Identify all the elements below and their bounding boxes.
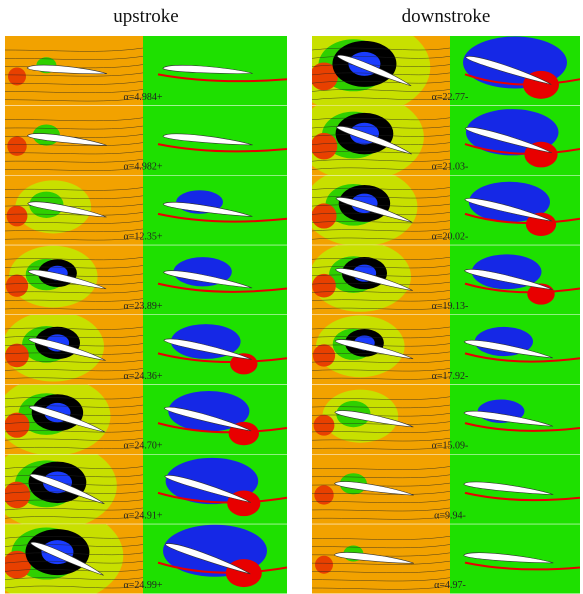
angle-label: α=19.13- <box>432 301 469 312</box>
stagnation <box>8 67 26 85</box>
figure: upstroke downstroke α=4.984+ α=4.982+ α=12… <box>0 0 583 594</box>
column-title: upstroke <box>113 6 178 27</box>
stagnation <box>4 413 29 438</box>
stagnation <box>313 344 335 366</box>
stagnation <box>7 206 28 227</box>
angle-label: α=23.89+ <box>123 301 162 312</box>
angle-label: α=9.94- <box>434 510 466 521</box>
angle-label: α=24.99+ <box>123 580 162 591</box>
stagnation <box>314 415 335 436</box>
stagnation <box>312 274 336 298</box>
column-title: downstroke <box>402 6 491 27</box>
angle-label: α=24.91+ <box>123 510 162 521</box>
stagnation <box>5 344 29 368</box>
angle-label: α=4.984+ <box>123 92 162 103</box>
angle-label: α=12.35+ <box>123 231 162 242</box>
angle-label: α=4.97- <box>434 580 466 591</box>
angle-label: α=15.09- <box>432 441 469 452</box>
stagnation <box>311 133 338 160</box>
stagnation <box>6 275 28 297</box>
angle-label: α=24.36+ <box>123 371 162 382</box>
angle-label: α=22.77- <box>432 92 469 103</box>
angle-label: α=20.02- <box>432 231 469 242</box>
angle-label: α=17.92- <box>432 371 469 382</box>
stagnation <box>315 556 333 574</box>
angle-label: α=4.982+ <box>123 162 162 173</box>
angle-label: α=24.70+ <box>123 441 162 452</box>
angle-label: α=21.03- <box>432 162 469 173</box>
stagnation <box>311 203 336 228</box>
stagnation <box>4 482 31 509</box>
